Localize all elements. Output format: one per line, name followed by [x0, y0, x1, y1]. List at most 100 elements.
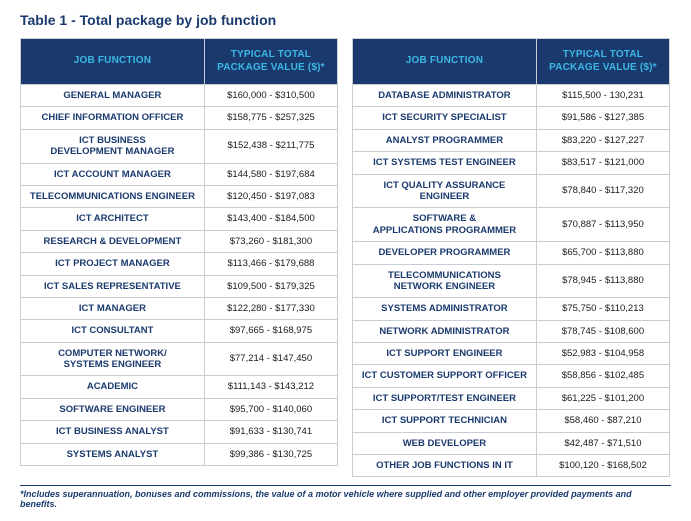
value-cell: $78,745 - $108,600 [536, 320, 669, 342]
table-row: CHIEF INFORMATION OFFICER$158,775 - $257… [21, 107, 338, 129]
job-cell: TELECOMMUNICATIONSNETWORK ENGINEER [353, 264, 537, 298]
value-cell: $113,466 - $179,688 [204, 253, 337, 275]
job-cell: SYSTEMS ANALYST [21, 443, 205, 465]
table-row: GENERAL MANAGER$160,000 - $310,500 [21, 85, 338, 107]
job-cell: NETWORK ADMINISTRATOR [353, 320, 537, 342]
value-cell: $160,000 - $310,500 [204, 85, 337, 107]
left-header-value: TYPICAL TOTAL PACKAGE VALUE ($)* [204, 39, 337, 85]
table-row: ACADEMIC$111,143 - $143,212 [21, 376, 338, 398]
value-cell: $78,945 - $113,880 [536, 264, 669, 298]
table-row: ICT QUALITY ASSURANCE ENGINEER$78,840 - … [353, 174, 670, 208]
table-row: ANALYST PROGRAMMER$83,220 - $127,227 [353, 129, 670, 151]
value-cell: $77,214 - $147,450 [204, 342, 337, 376]
job-cell: ICT MANAGER [21, 297, 205, 319]
right-header-job: JOB FUNCTION [353, 39, 537, 85]
value-cell: $143,400 - $184,500 [204, 208, 337, 230]
job-cell: ICT ARCHITECT [21, 208, 205, 230]
job-cell: RESEARCH & DEVELOPMENT [21, 230, 205, 252]
table-row: TELECOMMUNICATIONSNETWORK ENGINEER$78,94… [353, 264, 670, 298]
left-table: JOB FUNCTION TYPICAL TOTAL PACKAGE VALUE… [20, 38, 338, 466]
value-cell: $42,487 - $71,510 [536, 432, 669, 454]
table-row: ICT BUSINESS ANALYST$91,633 - $130,741 [21, 421, 338, 443]
value-cell: $91,633 - $130,741 [204, 421, 337, 443]
table-row: ICT PROJECT MANAGER$113,466 - $179,688 [21, 253, 338, 275]
table-row: ICT MANAGER$122,280 - $177,330 [21, 297, 338, 319]
job-cell: ICT BUSINESSDEVELOPMENT MANAGER [21, 129, 205, 163]
job-cell: SOFTWARE &APPLICATIONS PROGRAMMER [353, 208, 537, 242]
table-row: ICT CONSULTANT$97,665 - $168,975 [21, 320, 338, 342]
job-cell: GENERAL MANAGER [21, 85, 205, 107]
table-row: WEB DEVELOPER$42,487 - $71,510 [353, 432, 670, 454]
value-cell: $65,700 - $113,880 [536, 242, 669, 264]
value-cell: $120,450 - $197,083 [204, 185, 337, 207]
value-cell: $115,500 - 130,231 [536, 85, 669, 107]
table-row: DATABASE ADMINISTRATOR$115,500 - 130,231 [353, 85, 670, 107]
value-cell: $78,840 - $117,320 [536, 174, 669, 208]
table-row: ICT SUPPORT/TEST ENGINEER$61,225 - $101,… [353, 387, 670, 409]
footnote: *Includes superannuation, bonuses and co… [20, 485, 671, 509]
value-cell: $97,665 - $168,975 [204, 320, 337, 342]
job-cell: ACADEMIC [21, 376, 205, 398]
value-cell: $83,220 - $127,227 [536, 129, 669, 151]
job-cell: ICT CONSULTANT [21, 320, 205, 342]
job-cell: ICT SALES REPRESENTATIVE [21, 275, 205, 297]
header-value-line2: PACKAGE VALUE ($)* [217, 62, 325, 73]
job-cell: ICT SUPPORT TECHNICIAN [353, 410, 537, 432]
table-row: ICT BUSINESSDEVELOPMENT MANAGER$152,438 … [21, 129, 338, 163]
job-cell: DATABASE ADMINISTRATOR [353, 85, 537, 107]
table-row: ICT SALES REPRESENTATIVE$109,500 - $179,… [21, 275, 338, 297]
value-cell: $109,500 - $179,325 [204, 275, 337, 297]
table-row: ICT SUPPORT ENGINEER$52,983 - $104,958 [353, 343, 670, 365]
table-row: NETWORK ADMINISTRATOR$78,745 - $108,600 [353, 320, 670, 342]
value-cell: $75,750 - $110,213 [536, 298, 669, 320]
table-row: ICT SECURITY SPECIALIST$91,586 - $127,38… [353, 107, 670, 129]
table-row: OTHER JOB FUNCTIONS IN IT$100,120 - $168… [353, 455, 670, 477]
table-row: DEVELOPER PROGRAMMER$65,700 - $113,880 [353, 242, 670, 264]
table-row: ICT CUSTOMER SUPPORT OFFICER$58,856 - $1… [353, 365, 670, 387]
value-cell: $111,143 - $143,212 [204, 376, 337, 398]
job-cell: ICT PROJECT MANAGER [21, 253, 205, 275]
table-row: COMPUTER NETWORK/SYSTEMS ENGINEER$77,214… [21, 342, 338, 376]
job-cell: ICT QUALITY ASSURANCE ENGINEER [353, 174, 537, 208]
job-cell: ICT SECURITY SPECIALIST [353, 107, 537, 129]
value-cell: $70,887 - $113,950 [536, 208, 669, 242]
job-cell: SYSTEMS ADMINISTRATOR [353, 298, 537, 320]
right-table: JOB FUNCTION TYPICAL TOTAL PACKAGE VALUE… [352, 38, 670, 477]
value-cell: $144,580 - $197,684 [204, 163, 337, 185]
value-cell: $58,856 - $102,485 [536, 365, 669, 387]
value-cell: $91,586 - $127,385 [536, 107, 669, 129]
job-cell: ANALYST PROGRAMMER [353, 129, 537, 151]
job-cell: COMPUTER NETWORK/SYSTEMS ENGINEER [21, 342, 205, 376]
header-value-line2: PACKAGE VALUE ($)* [549, 62, 657, 73]
job-cell: SOFTWARE ENGINEER [21, 398, 205, 420]
job-cell: CHIEF INFORMATION OFFICER [21, 107, 205, 129]
left-header-job: JOB FUNCTION [21, 39, 205, 85]
value-cell: $99,386 - $130,725 [204, 443, 337, 465]
table-row: ICT ACCOUNT MANAGER$144,580 - $197,684 [21, 163, 338, 185]
table-row: SOFTWARE &APPLICATIONS PROGRAMMER$70,887… [353, 208, 670, 242]
job-cell: ICT SUPPORT ENGINEER [353, 343, 537, 365]
job-cell: ICT BUSINESS ANALYST [21, 421, 205, 443]
header-value-line1: TYPICAL TOTAL [231, 49, 311, 60]
right-header-value: TYPICAL TOTAL PACKAGE VALUE ($)* [536, 39, 669, 85]
job-cell: ICT ACCOUNT MANAGER [21, 163, 205, 185]
value-cell: $122,280 - $177,330 [204, 297, 337, 319]
job-cell: ICT SUPPORT/TEST ENGINEER [353, 387, 537, 409]
tables-container: JOB FUNCTION TYPICAL TOTAL PACKAGE VALUE… [20, 38, 671, 477]
value-cell: $52,983 - $104,958 [536, 343, 669, 365]
job-cell: DEVELOPER PROGRAMMER [353, 242, 537, 264]
table-row: ICT SUPPORT TECHNICIAN$58,460 - $87,210 [353, 410, 670, 432]
value-cell: $73,260 - $181,300 [204, 230, 337, 252]
job-cell: ICT CUSTOMER SUPPORT OFFICER [353, 365, 537, 387]
job-cell: WEB DEVELOPER [353, 432, 537, 454]
job-cell: TELECOMMUNICATIONS ENGINEER [21, 185, 205, 207]
value-cell: $83,517 - $121,000 [536, 152, 669, 174]
value-cell: $58,460 - $87,210 [536, 410, 669, 432]
job-cell: ICT SYSTEMS TEST ENGINEER [353, 152, 537, 174]
table-row: SYSTEMS ANALYST$99,386 - $130,725 [21, 443, 338, 465]
table-row: SOFTWARE ENGINEER$95,700 - $140,060 [21, 398, 338, 420]
value-cell: $95,700 - $140,060 [204, 398, 337, 420]
table-row: ICT SYSTEMS TEST ENGINEER$83,517 - $121,… [353, 152, 670, 174]
value-cell: $61,225 - $101,200 [536, 387, 669, 409]
value-cell: $152,438 - $211,775 [204, 129, 337, 163]
